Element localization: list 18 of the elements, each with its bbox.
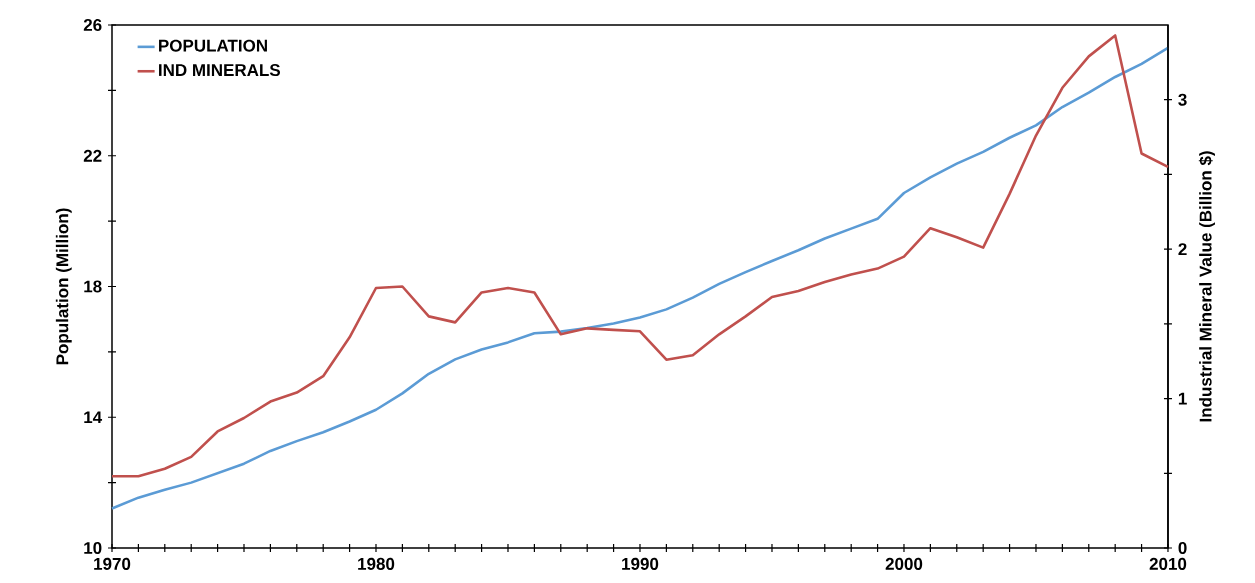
x-tick-label: 1990 <box>622 557 659 570</box>
x-tick-label: 1980 <box>358 557 395 570</box>
y2-tick-label: 1 <box>1178 392 1187 405</box>
y2-tick-label: 0 <box>1178 541 1187 555</box>
x-tick-label: 1970 <box>94 557 131 570</box>
x-tick-label: 2000 <box>885 557 923 570</box>
y2-axis-title: Industrial Mineral Value (Billion $) <box>1198 151 1215 422</box>
y-tick-label: 26 <box>83 18 102 32</box>
y-tick-label: 22 <box>83 149 102 162</box>
legend-label: POPULATION <box>159 39 267 52</box>
x-tick-label: 2010 <box>1149 557 1187 570</box>
legend-label: IND MINERALS <box>159 64 280 77</box>
y2-tick-label: 2 <box>1178 243 1187 256</box>
y-tick-label: 10 <box>84 541 102 555</box>
y-tick-label: 18 <box>84 280 102 293</box>
y-tick-label: 14 <box>84 411 103 424</box>
y2-tick-label: 3 <box>1178 93 1187 106</box>
y-axis-title: Population (Million) <box>55 208 72 365</box>
